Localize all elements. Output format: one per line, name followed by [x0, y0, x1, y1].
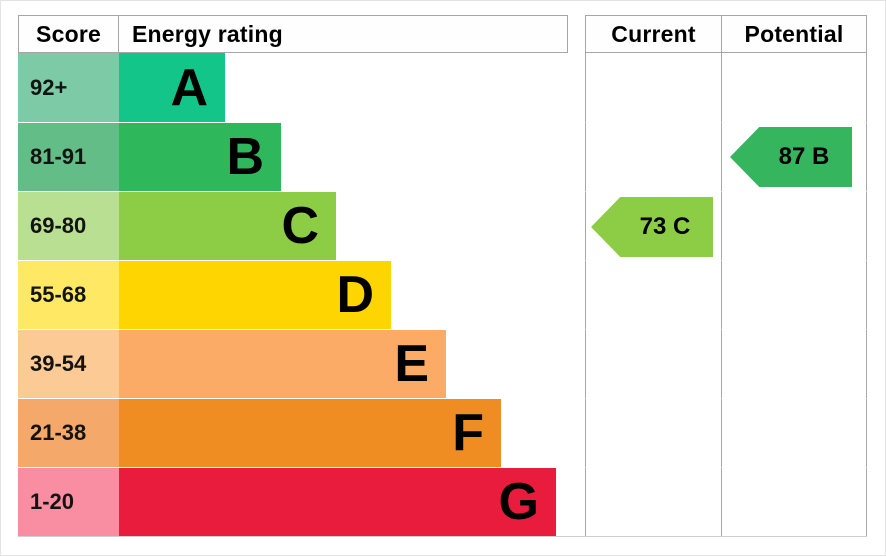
- score-range-text: 81-91: [30, 144, 87, 169]
- band-score-label: 92+: [18, 53, 119, 122]
- band-score-label: 21-38: [18, 399, 119, 467]
- band-score-label: 81-91: [18, 123, 119, 191]
- potential-column-divider: [721, 53, 722, 536]
- table-bottom-border: [18, 536, 867, 537]
- band-row-f: 21-38 F: [18, 398, 867, 467]
- band-score-label: 1-20: [18, 468, 119, 536]
- band-row-b: 81-91 B: [18, 122, 867, 191]
- band-score-label: 55-68: [18, 261, 119, 329]
- band-letter: G: [498, 473, 539, 531]
- score-range-text: 39-54: [30, 351, 87, 376]
- score-range-text: 21-38: [30, 420, 87, 445]
- band-row-d: 55-68 D: [18, 260, 867, 329]
- score-range-text: 55-68: [30, 282, 87, 307]
- table-right-border: [866, 15, 867, 536]
- band-bar-d: D: [119, 261, 391, 329]
- potential-rating-arrow: 87 B: [730, 127, 852, 187]
- band-letter: B: [226, 128, 264, 186]
- score-range-text: 69-80: [30, 213, 87, 238]
- band-row-c: 69-80 C: [18, 191, 867, 260]
- potential-rating-value: 87 B: [778, 143, 830, 170]
- score-column-header: Score: [18, 15, 119, 53]
- current-column-header: Current: [585, 15, 722, 53]
- score-range-text: 1-20: [30, 489, 75, 514]
- band-bar-a: A: [119, 53, 225, 122]
- band-letter: E: [394, 335, 429, 393]
- current-rating-arrow: 73 C: [591, 197, 713, 257]
- band-bar-f: F: [119, 399, 501, 467]
- band-row-g: 1-20 G: [18, 467, 867, 536]
- band-bar-g: G: [119, 468, 556, 536]
- current-rating-value: 73 C: [639, 213, 691, 240]
- energy-rating-column-header: Energy rating: [118, 15, 568, 53]
- potential-column-header: Potential: [721, 15, 867, 53]
- current-column-divider: [585, 53, 586, 536]
- band-bar-c: C: [119, 192, 336, 260]
- band-row-e: 39-54 E: [18, 329, 867, 398]
- band-score-label: 69-80: [18, 192, 119, 260]
- rating-bands: 92+ A 81-91 B 69-80 C 55-68: [18, 53, 867, 536]
- band-row-a: 92+ A: [18, 53, 867, 122]
- band-score-label: 39-54: [18, 330, 119, 398]
- band-letter: F: [452, 404, 484, 462]
- band-bar-e: E: [119, 330, 446, 398]
- band-letter: D: [336, 266, 374, 324]
- band-letter: A: [170, 58, 208, 117]
- score-range-text: 92+: [30, 74, 68, 100]
- band-bar-b: B: [119, 123, 281, 191]
- band-letter: C: [281, 197, 319, 255]
